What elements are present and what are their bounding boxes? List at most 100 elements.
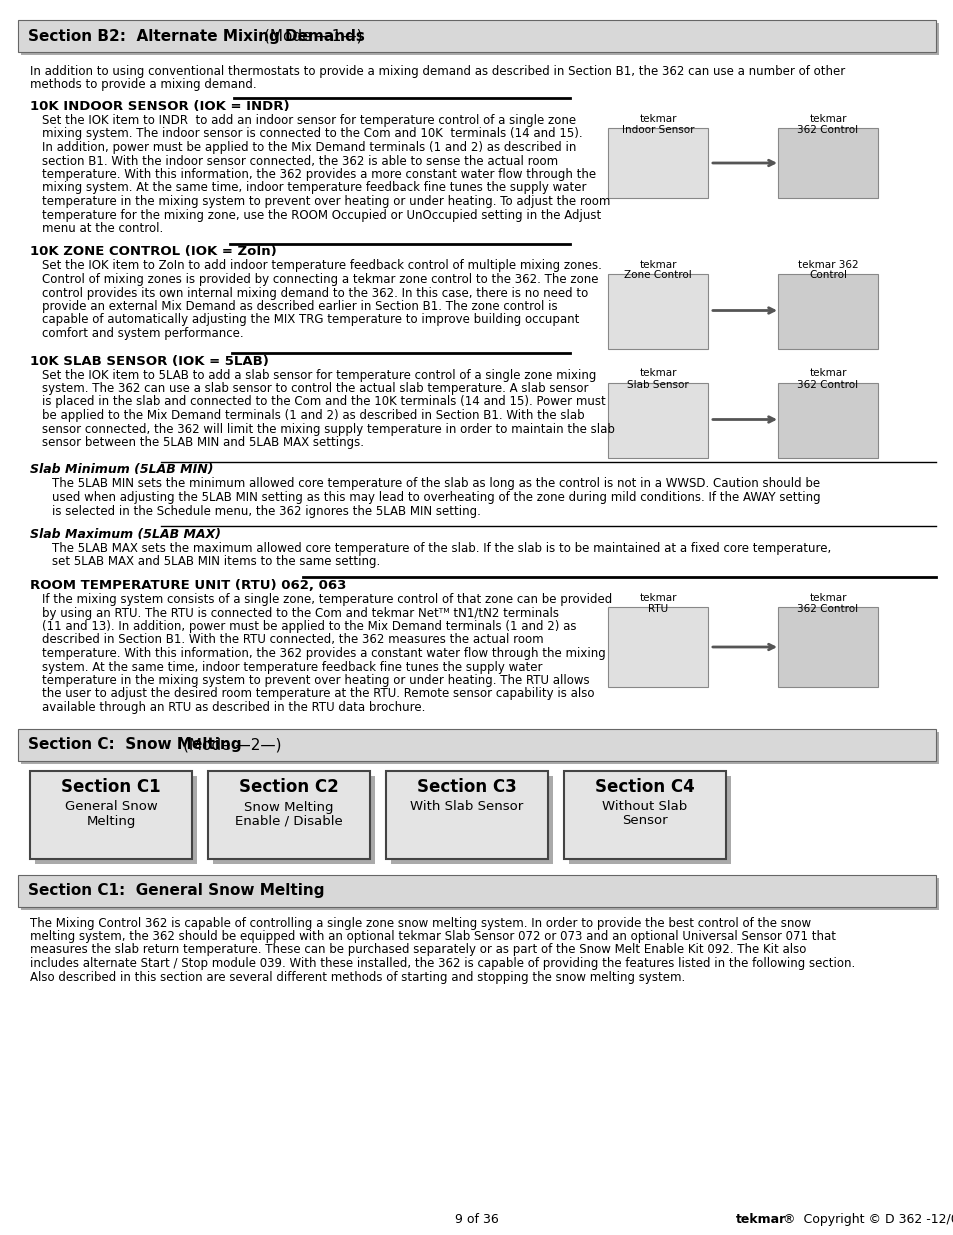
Text: capable of automatically adjusting the MIX TRG temperature to improve building o: capable of automatically adjusting the M… <box>42 314 578 326</box>
Text: tekmar: tekmar <box>639 114 676 124</box>
Text: General Snow: General Snow <box>65 800 157 814</box>
Text: tekmar: tekmar <box>808 114 846 124</box>
Text: system. The 362 can use a slab sensor to control the actual slab temperature. A : system. The 362 can use a slab sensor to… <box>42 382 588 395</box>
Text: measures the slab return temperature. These can be purchased separately or as pa: measures the slab return temperature. Th… <box>30 944 805 956</box>
Text: used when adjusting the 5LAB MIN setting as this may lead to overheating of the : used when adjusting the 5LAB MIN setting… <box>52 492 820 504</box>
Bar <box>568 776 730 863</box>
Bar <box>607 273 707 348</box>
Bar <box>30 771 192 858</box>
Text: the user to adjust the desired room temperature at the RTU. Remote sensor capabi: the user to adjust the desired room temp… <box>42 688 594 700</box>
Text: In addition to using conventional thermostats to provide a mixing demand as desc: In addition to using conventional thermo… <box>30 65 844 78</box>
Text: 362 Control: 362 Control <box>797 604 858 614</box>
Text: Section B2:  Alternate Mixing Demands: Section B2: Alternate Mixing Demands <box>28 28 370 43</box>
Bar <box>607 383 707 457</box>
Text: 10K ZONE CONTROL (IOK = ZoIn): 10K ZONE CONTROL (IOK = ZoIn) <box>30 246 276 258</box>
Text: If the mixing system consists of a single zone, temperature control of that zone: If the mixing system consists of a singl… <box>42 593 612 606</box>
Text: Control: Control <box>808 270 846 280</box>
Text: tekmar: tekmar <box>808 368 846 378</box>
Text: 9 of 36: 9 of 36 <box>455 1213 498 1226</box>
Bar <box>778 273 877 348</box>
Text: Set the IOK item to ZoIn to add indoor temperature feedback control of multiple : Set the IOK item to ZoIn to add indoor t… <box>42 259 601 273</box>
Text: ®  Copyright © D 362 -12/08: ® Copyright © D 362 -12/08 <box>782 1213 953 1226</box>
Text: In addition, power must be applied to the Mix Demand terminals (1 and 2) as desc: In addition, power must be applied to th… <box>42 141 576 154</box>
Text: tekmar: tekmar <box>808 593 846 603</box>
Bar <box>778 606 877 687</box>
Bar <box>21 23 938 56</box>
Text: Section C1:  General Snow Melting: Section C1: General Snow Melting <box>28 883 324 898</box>
Text: 362 Control: 362 Control <box>797 379 858 389</box>
Text: tekmar: tekmar <box>639 368 676 378</box>
Text: provide an external Mix Demand as described earlier in Section B1. The zone cont: provide an external Mix Demand as descri… <box>42 300 558 312</box>
Text: 362 Control: 362 Control <box>797 125 858 135</box>
Bar <box>391 776 553 863</box>
Text: methods to provide a mixing demand.: methods to provide a mixing demand. <box>30 78 256 91</box>
Text: temperature. With this information, the 362 provides a more constant water flow : temperature. With this information, the … <box>42 168 596 182</box>
Text: tekmar: tekmar <box>639 593 676 603</box>
Bar <box>18 729 935 761</box>
Bar <box>35 776 196 863</box>
Text: Slab Sensor: Slab Sensor <box>626 379 688 389</box>
Text: Indoor Sensor: Indoor Sensor <box>621 125 694 135</box>
Text: available through an RTU as described in the RTU data brochure.: available through an RTU as described in… <box>42 701 425 714</box>
Text: 10K SLAB SENSOR (IOK = 5LAB): 10K SLAB SENSOR (IOK = 5LAB) <box>30 354 269 368</box>
Text: 10K INDOOR SENSOR (IOK = INDR): 10K INDOOR SENSOR (IOK = INDR) <box>30 100 290 112</box>
Text: ROOM TEMPERATURE UNIT (RTU) 062, 063: ROOM TEMPERATURE UNIT (RTU) 062, 063 <box>30 579 346 592</box>
Text: Control of mixing zones is provided by connecting a tekmar zone control to the 3: Control of mixing zones is provided by c… <box>42 273 598 287</box>
Text: The 5LAB MIN sets the minimum allowed core temperature of the slab as long as th: The 5LAB MIN sets the minimum allowed co… <box>52 478 820 490</box>
Text: temperature. With this information, the 362 provides a constant water flow throu: temperature. With this information, the … <box>42 647 605 659</box>
Text: by using an RTU. The RTU is connected to the Com and tekmar Netᵀᴹ tN1/tN2 termin: by using an RTU. The RTU is connected to… <box>42 606 558 620</box>
Text: Enable / Disable: Enable / Disable <box>234 815 342 827</box>
Text: Section C1: Section C1 <box>61 778 161 797</box>
Text: Section C4: Section C4 <box>595 778 694 797</box>
Text: (11 and 13). In addition, power must be applied to the Mix Demand terminals (1 a: (11 and 13). In addition, power must be … <box>42 620 576 634</box>
Text: Section C:  Snow Melting: Section C: Snow Melting <box>28 737 247 752</box>
Text: control provides its own internal mixing demand to the 362. In this case, there : control provides its own internal mixing… <box>42 287 588 300</box>
Bar <box>18 874 935 906</box>
Text: menu at the control.: menu at the control. <box>42 222 163 235</box>
Text: tekmar 362: tekmar 362 <box>797 259 858 269</box>
Text: includes alternate Start / Stop module 039. With these installed, the 362 is cap: includes alternate Start / Stop module 0… <box>30 957 854 969</box>
Bar <box>21 878 938 909</box>
Text: Slab Minimum (5LAB MIN): Slab Minimum (5LAB MIN) <box>30 463 213 477</box>
Text: section B1. With the indoor sensor connected, the 362 is able to sense the actua: section B1. With the indoor sensor conne… <box>42 154 558 168</box>
Text: Also described in this section are several different methods of starting and sto: Also described in this section are sever… <box>30 971 684 983</box>
Text: (Mode —2—): (Mode —2—) <box>183 737 281 752</box>
Text: Section C2: Section C2 <box>239 778 338 797</box>
Text: tekmar: tekmar <box>639 259 676 269</box>
Bar <box>563 771 725 858</box>
Bar <box>18 20 935 52</box>
Text: be applied to the Mix Demand terminals (1 and 2) as described in Section B1. Wit: be applied to the Mix Demand terminals (… <box>42 409 584 422</box>
Text: Without Slab: Without Slab <box>601 800 687 814</box>
Text: The 5LAB MAX sets the maximum allowed core temperature of the slab. If the slab : The 5LAB MAX sets the maximum allowed co… <box>52 542 830 555</box>
Text: Section C3: Section C3 <box>416 778 517 797</box>
Text: Zone Control: Zone Control <box>623 270 691 280</box>
Text: Set the IOK item to INDR  to add an indoor sensor for temperature control of a s: Set the IOK item to INDR to add an indoo… <box>42 114 576 127</box>
Bar <box>208 771 370 858</box>
Bar <box>21 731 938 763</box>
Text: mixing system. The indoor sensor is connected to the Com and 10K  terminals (14 : mixing system. The indoor sensor is conn… <box>42 127 582 141</box>
Bar <box>607 606 707 687</box>
Text: described in Section B1. With the RTU connected, the 362 measures the actual roo: described in Section B1. With the RTU co… <box>42 634 543 646</box>
Text: tekmar: tekmar <box>735 1213 785 1226</box>
Text: RTU: RTU <box>647 604 667 614</box>
Text: is placed in the slab and connected to the Com and the 10K terminals (14 and 15): is placed in the slab and connected to t… <box>42 395 605 409</box>
Bar <box>778 128 877 198</box>
Text: is selected in the Schedule menu, the 362 ignores the 5LAB MIN setting.: is selected in the Schedule menu, the 36… <box>52 505 480 517</box>
Text: comfort and system performance.: comfort and system performance. <box>42 327 243 340</box>
Text: (Mode —1—): (Mode —1—) <box>263 28 362 43</box>
Text: Slab Maximum (5LAB MAX): Slab Maximum (5LAB MAX) <box>30 529 221 541</box>
Text: set 5LAB MAX and 5LAB MIN items to the same setting.: set 5LAB MAX and 5LAB MIN items to the s… <box>52 556 380 568</box>
Bar <box>386 771 547 858</box>
Text: Set the IOK item to 5LAB to add a slab sensor for temperature control of a singl: Set the IOK item to 5LAB to add a slab s… <box>42 368 596 382</box>
Text: Sensor: Sensor <box>621 815 667 827</box>
Text: sensor between the 5LAB MIN and 5LAB MAX settings.: sensor between the 5LAB MIN and 5LAB MAX… <box>42 436 364 450</box>
Text: The Mixing Control 362 is capable of controlling a single zone snow melting syst: The Mixing Control 362 is capable of con… <box>30 916 810 930</box>
Text: temperature in the mixing system to prevent over heating or under heating. To ad: temperature in the mixing system to prev… <box>42 195 610 207</box>
Text: With Slab Sensor: With Slab Sensor <box>410 800 523 814</box>
Text: melting system, the 362 should be equipped with an optional tekmar Slab Sensor 0: melting system, the 362 should be equipp… <box>30 930 835 944</box>
Text: mixing system. At the same time, indoor temperature feedback fine tunes the supp: mixing system. At the same time, indoor … <box>42 182 586 194</box>
Text: Melting: Melting <box>86 815 135 827</box>
Text: sensor connected, the 362 will limit the mixing supply temperature in order to m: sensor connected, the 362 will limit the… <box>42 422 615 436</box>
Text: temperature in the mixing system to prevent over heating or under heating. The R: temperature in the mixing system to prev… <box>42 674 589 687</box>
Text: Snow Melting: Snow Melting <box>244 800 334 814</box>
